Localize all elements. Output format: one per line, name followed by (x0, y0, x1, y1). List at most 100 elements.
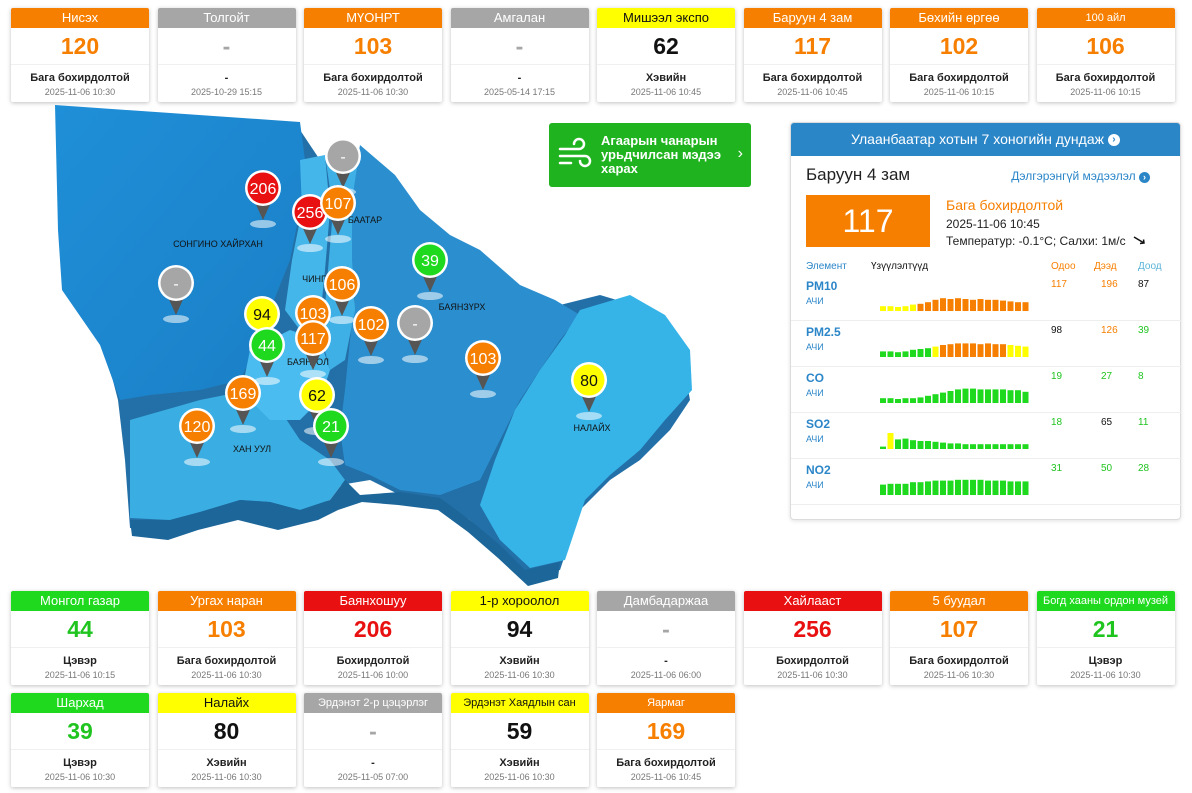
pollutant-high: 27 (1101, 371, 1113, 382)
aqi-status: Бага бохирдолтой (597, 749, 735, 771)
sparkbar (902, 306, 909, 311)
station-card[interactable]: Бөхийн өргөө 102 Бага бохирдолтой 2025-11-0… (890, 8, 1028, 102)
weekly-average-header[interactable]: Улаанбаатар хотын 7 хоногийн дундаж › (791, 123, 1180, 156)
station-card[interactable]: Нисэх 120 Бага бохирдолтой 2025-11-06 10:30 (11, 8, 149, 102)
sparkbar (932, 346, 939, 357)
sparkbar (977, 299, 984, 311)
pollutant-unit: АЧИ (806, 434, 824, 444)
sparkbar (1022, 302, 1029, 311)
station-card[interactable]: Хайлааст 256 Бохирдолтой 2025-11-06 10:30 (743, 591, 882, 685)
sparkbar (880, 351, 886, 357)
map-pin[interactable]: 21 (313, 408, 349, 466)
sparkbar (992, 444, 999, 449)
map-pin[interactable]: 103 (295, 295, 331, 353)
pollutant-row[interactable]: CO АЧИ 19 27 8 (791, 367, 1182, 413)
station-card[interactable]: 100 айл 106 Бага бохирдолтой 2025-11-06 10:… (1036, 8, 1175, 102)
station-card[interactable]: 5 буудал 107 Бага бохирдолтой 2025-11-06 10… (890, 591, 1028, 685)
sparkbar (940, 480, 946, 495)
pollutant-row[interactable]: SO2 АЧИ 18 65 11 (791, 413, 1182, 459)
pollutant-row[interactable]: PM10 АЧИ 117 196 87 (791, 275, 1182, 321)
station-card[interactable]: Налайх 80 Хэвийн 2025-11-06 10:30 (157, 693, 296, 787)
station-card[interactable]: 1-р хороолол 94 Хэвийн 2025-11-06 10:30 (450, 591, 589, 685)
station-card[interactable]: Яармаг 169 Бага бохирдолтой 2025-11-06 10:4… (597, 693, 735, 787)
sparkbar (895, 352, 901, 357)
station-card[interactable]: Баянхошуу 206 Бохирдолтой 2025-11-06 10:00 (304, 591, 442, 685)
station-card[interactable]: Баруун 4 зам 117 Бага бохирдолтой 2025-11-0… (743, 8, 882, 102)
forecast-label: Агаарын чанарын урьдчилсан мэдээ харах (601, 133, 722, 176)
sparkbar (1022, 346, 1029, 357)
sparkbar (895, 399, 901, 403)
sparkbar (1000, 344, 1006, 357)
sparkbar (992, 389, 999, 403)
col-element: Элемент (806, 261, 847, 272)
map-pin[interactable]: 107 (320, 185, 356, 243)
station-card[interactable]: Шархад 39 Цэвэр 2025-11-06 10:30 (11, 693, 149, 787)
pollutant-low: 8 (1138, 371, 1144, 382)
map-pin[interactable]: 102 (353, 306, 389, 364)
station-card[interactable]: Ургах наран 103 Бага бохирдолтой 2025-11-06… (157, 591, 296, 685)
timestamp: 2025-11-06 10:30 (44, 772, 116, 782)
sparkbar (940, 442, 946, 449)
station-card[interactable]: Эрдэнэт 2-р цэцэрлэг - -2025-11-05 07:00 (304, 693, 442, 787)
aqi-status: Бохирдолтой (743, 647, 882, 669)
sparkbar (1007, 444, 1014, 449)
map-pin[interactable]: 106 (324, 266, 360, 324)
map-pin[interactable]: - (325, 138, 361, 196)
station-card[interactable]: Толгойт - -2025-10-29 15:15 (157, 8, 296, 102)
sparkbar (970, 299, 976, 311)
map-pin[interactable]: - (158, 265, 194, 323)
aqi-value: 103 (353, 33, 393, 59)
sparkbar (917, 349, 924, 357)
map-pin[interactable]: 80 (571, 362, 607, 420)
map-pin[interactable]: 103 (465, 340, 501, 398)
pollutant-row[interactable]: PM2.5 АЧИ 98 126 39 (791, 321, 1182, 367)
station-card[interactable]: Эрдэнэт Хаядлын сан 59 Хэвийн 2025-11-06 10… (450, 693, 589, 787)
district-bayanzurkh[interactable] (340, 145, 580, 495)
sparkbar (970, 388, 976, 403)
more-info-link[interactable]: Дэлгэрэнгүй мэдээлэл › (1011, 169, 1150, 183)
pollutant-row[interactable]: NO2 АЧИ 31 50 28 (791, 459, 1182, 505)
map-pin[interactable]: 206 (245, 170, 281, 228)
pollutant-now: 31 (1051, 463, 1063, 474)
district-songinokhairkhan[interactable] (55, 105, 305, 400)
station-card[interactable]: Дамбадаржаа - -2025-11-06 06:00 (597, 591, 735, 685)
station-card[interactable]: Мишээл экспо 62 Хэвийн 2025-11-06 10:45 (597, 8, 735, 102)
map-pin[interactable]: 117 (295, 320, 331, 378)
sparkbar (947, 443, 954, 449)
sparkbar (977, 444, 984, 449)
pin-value: 169 (230, 386, 257, 403)
map-pin[interactable]: - (397, 305, 433, 363)
station-card[interactable]: Богд хааны ордон музей 21 Цэвэр 2025-11-06 … (1036, 591, 1175, 685)
pin-value: 206 (250, 181, 277, 198)
timestamp: 2025-11-06 10:15 (1070, 87, 1141, 97)
more-info-label: Дэлгэрэнгүй мэдээлэл (1011, 169, 1136, 183)
aqi-value: 62 (653, 33, 679, 59)
map-pin[interactable]: 169 (225, 375, 261, 433)
station-name: МҮОНРТ (304, 8, 442, 28)
station-card[interactable]: Амгалан - -2025-05-14 17:15 (450, 8, 589, 102)
map-pin[interactable]: 120 (179, 408, 215, 466)
sparkbar (925, 441, 931, 449)
sparkbar (917, 303, 924, 311)
sparkbar (1007, 390, 1014, 403)
district-label: ХАН УУЛ (233, 444, 271, 454)
timestamp: 2025-11-06 10:30 (923, 670, 995, 680)
station-name: 100 айл (1036, 8, 1175, 28)
station-card[interactable]: МҮОНРТ 103 Бага бохирдолтой 2025-11-06 10:3… (304, 8, 442, 102)
sparkbar (1015, 390, 1021, 403)
sparkbar (1015, 481, 1021, 495)
sparkbar (895, 307, 901, 311)
map-pin[interactable]: 39 (412, 242, 448, 300)
map-pin[interactable]: 256 (292, 194, 328, 252)
sparkbar (880, 484, 886, 495)
map-pin[interactable]: 44 (249, 327, 285, 385)
forecast-button[interactable]: Агаарын чанарын урьдчилсан мэдээ харах › (549, 123, 751, 187)
timestamp: 2025-11-06 10:00 (337, 670, 409, 680)
map-pin[interactable]: 62 (299, 377, 335, 435)
sparkbar (910, 440, 916, 449)
district-nalaikh[interactable] (480, 295, 692, 568)
aqi-status: Цэвэр (11, 647, 149, 669)
aqi-value: - (369, 718, 377, 744)
station-card[interactable]: Монгол газар 44 Цэвэр 2025-11-06 10:15 (11, 591, 149, 685)
